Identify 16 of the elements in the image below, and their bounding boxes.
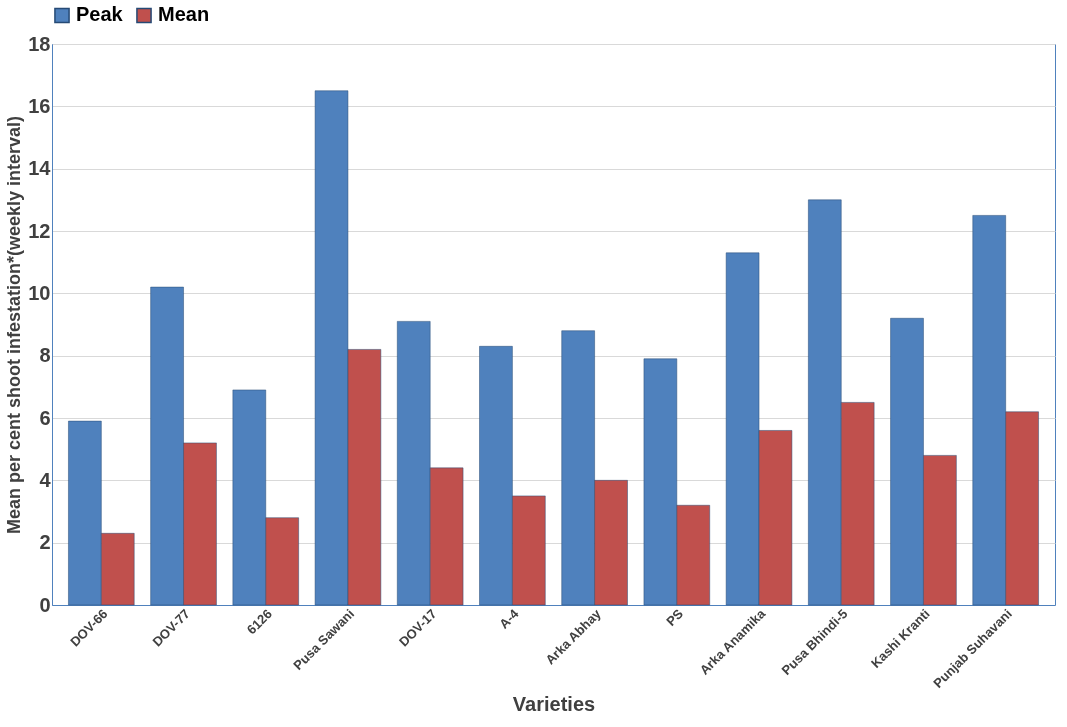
y-tick-label: 10 [28,281,51,304]
y-tick-label: 12 [28,219,51,242]
y-tick-label: 6 [39,406,51,429]
x-axis-title: Varieties [512,692,596,715]
y-tick-label: 8 [39,344,51,367]
legend-label: Mean [158,3,210,26]
x-tick-label: A-4 [496,605,523,632]
y-tick-label: 14 [28,157,52,180]
x-tick-label: PS [663,605,687,629]
y-axis-title: Mean per cent shoot infestation*(weekly interval) [4,115,25,535]
y-tick-label: 2 [39,531,51,554]
legend-label: Peak [76,3,124,26]
y-tick-label: 16 [28,94,51,117]
y-tick-label: 4 [39,468,52,491]
y-tick-label: 0 [39,593,51,616]
y-tick-label: 18 [28,32,51,55]
